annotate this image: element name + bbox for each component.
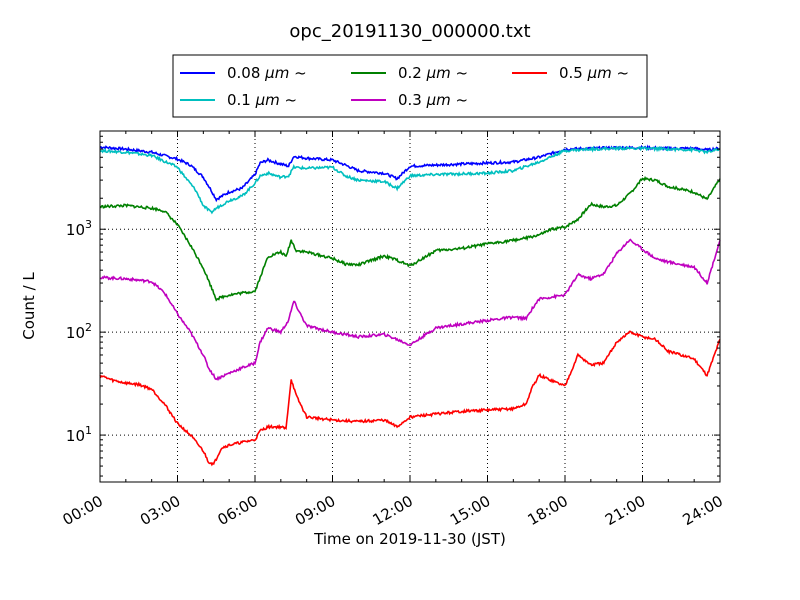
- legend-label: 0.08 μm ~: [227, 64, 307, 82]
- y-tick-exponent: 3: [85, 218, 92, 231]
- y-tick-label: 101: [66, 424, 92, 445]
- series-line: [99, 175, 721, 302]
- series-line: [99, 330, 721, 467]
- y-tick-base: 10: [66, 324, 85, 342]
- legend-label: 0.3 μm ~: [398, 91, 468, 109]
- legend-label-part: ~: [451, 64, 468, 82]
- series-lines: [99, 144, 721, 467]
- legend-label-part: 0.2: [398, 64, 427, 82]
- x-tick-label: 00:00: [60, 492, 106, 529]
- legend-label-part: 0.08: [227, 64, 265, 82]
- series-line: [99, 144, 721, 203]
- y-tick-label: 102: [66, 321, 92, 342]
- x-tick-label: 12:00: [370, 492, 416, 529]
- legend-label-part: 0.5: [559, 64, 588, 82]
- y-tick-exponent: 2: [85, 321, 92, 334]
- y-tick-exponent: 1: [85, 424, 92, 437]
- legend-label-part: μm: [255, 91, 280, 109]
- x-tick-label: 15:00: [447, 492, 493, 529]
- y-tick-base: 10: [66, 427, 85, 445]
- legend-label-part: ~: [612, 64, 629, 82]
- x-tick-label: 06:00: [215, 492, 261, 529]
- y-tick-base: 10: [66, 221, 85, 239]
- x-tick-label: 24:00: [680, 492, 726, 529]
- x-tick-labels: 00:00 03:00 06:00 09:00 12:00 15:00 18:00 21:00…: [60, 492, 726, 529]
- legend-label-part: μm: [426, 64, 451, 82]
- x-tick-label: 03:00: [137, 492, 183, 529]
- legend-label-part: 0.3: [398, 91, 427, 109]
- x-tick-label: 21:00: [602, 492, 648, 529]
- legend-label: 0.1 μm ~: [227, 91, 297, 109]
- legend-label-part: ~: [289, 64, 306, 82]
- chart-title: opc_20191130_000000.txt: [289, 21, 530, 42]
- series-line: [99, 145, 721, 215]
- legend-label-part: μm: [264, 64, 289, 82]
- legend-frame: [172, 54, 648, 118]
- gridlines: [100, 131, 720, 482]
- y-tick-label: 103: [66, 218, 92, 239]
- tick-marks: [99, 130, 721, 482]
- legend-label-part: μm: [426, 91, 451, 109]
- x-tick-label: 18:00: [525, 492, 571, 529]
- x-tick-label: 09:00: [292, 492, 338, 529]
- legend-label: 0.2 μm ~: [398, 64, 468, 82]
- x-axis-label: Time on 2019-11-30 (JST): [313, 530, 506, 548]
- y-axis-label: Count / L: [20, 272, 38, 340]
- legend: 0.08 μm ~0.1 μm ~0.2 μm ~0.3 μm ~0.5 μm …: [172, 54, 648, 118]
- series-line: [99, 238, 721, 381]
- legend-label: 0.5 μm ~: [559, 64, 629, 82]
- legend-label-part: 0.1: [227, 91, 256, 109]
- legend-label-part: ~: [280, 91, 297, 109]
- legend-label-part: ~: [451, 91, 468, 109]
- legend-label-part: μm: [587, 64, 612, 82]
